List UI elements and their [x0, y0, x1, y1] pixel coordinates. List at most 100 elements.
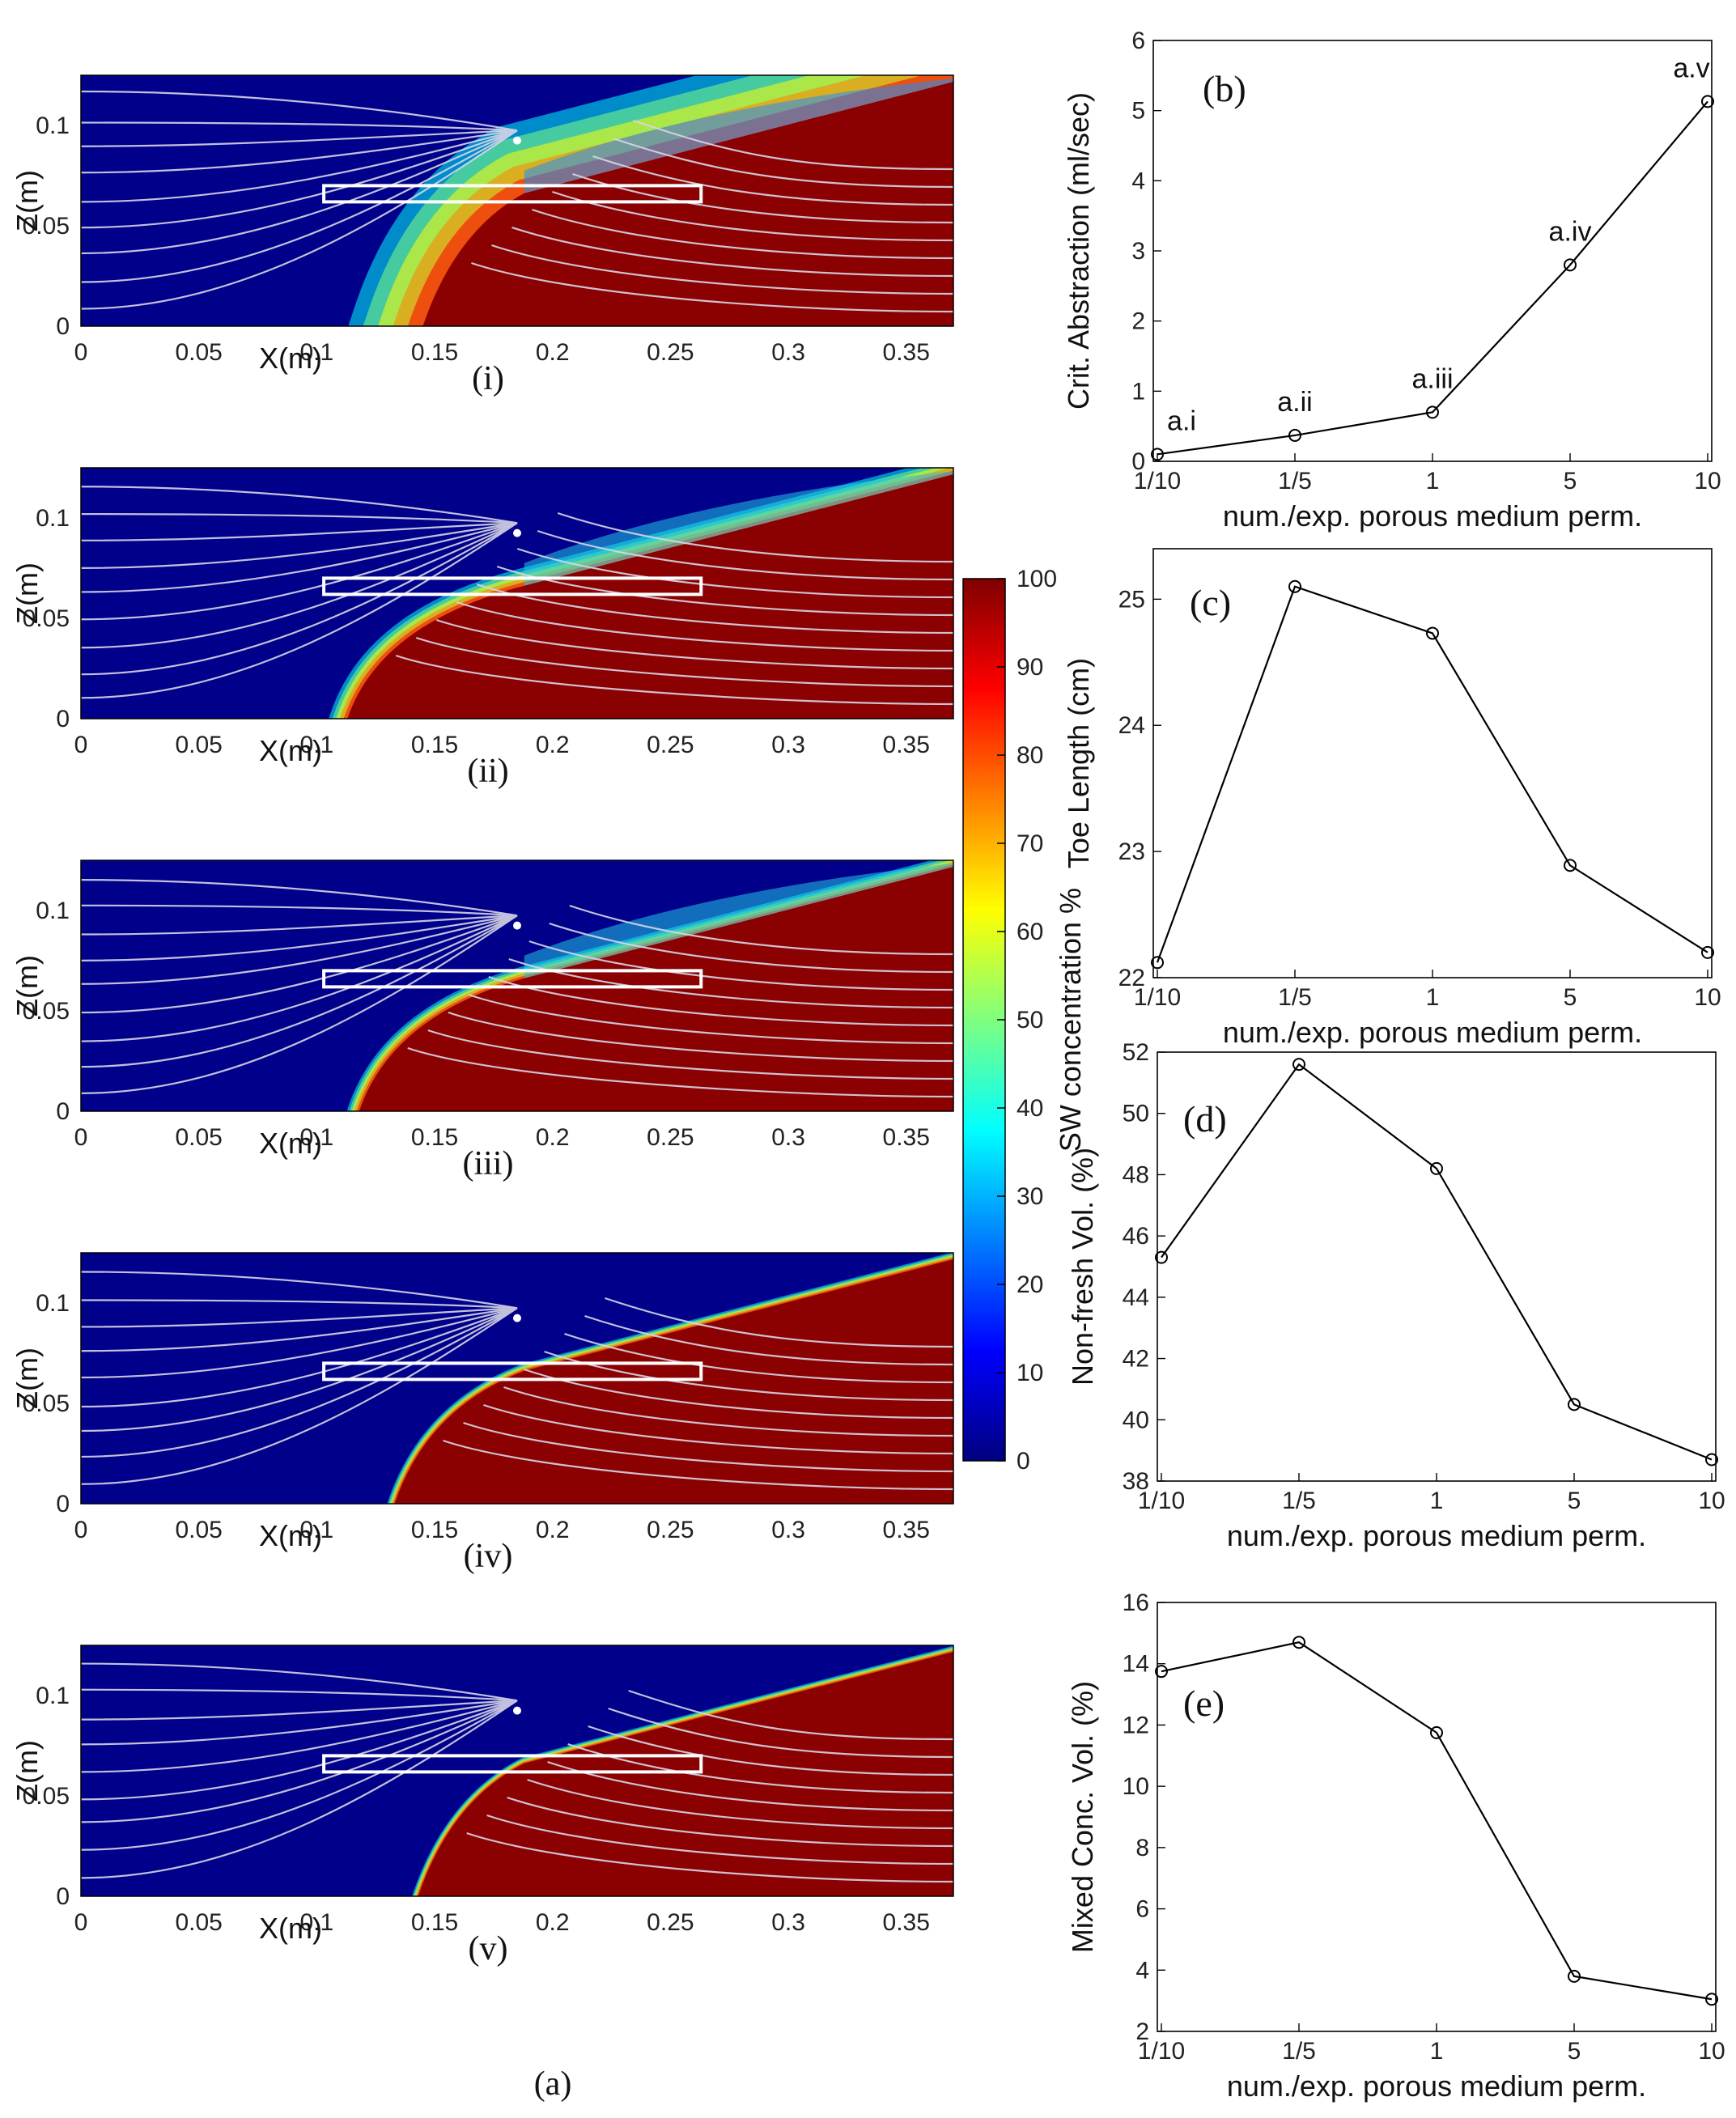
y-tick-label: 42	[1123, 1346, 1149, 1373]
y-tick-label: 4	[1135, 1957, 1149, 1984]
panel-1: 0 0.05 0.1 0.15 0.2 0.25 0.3 0.35 X(m) 0 0.05 0.1 Z(…	[11, 74, 954, 397]
streamline	[471, 261, 953, 313]
colorbar-tick-label: 80	[1017, 742, 1043, 769]
series-line	[1161, 1063, 1713, 1461]
y-tick-label: 23	[1118, 838, 1145, 865]
x-tick-label: 0.1	[299, 1124, 333, 1151]
y-tick-label: 0.05	[23, 998, 70, 1025]
x-tick-label: 0.2	[536, 1517, 570, 1543]
streamline	[569, 904, 953, 956]
data-point	[1705, 1993, 1718, 2006]
x-tick-label: 0.3	[771, 1909, 805, 1936]
y-tick-label: 0.05	[23, 1783, 70, 1810]
streamline	[516, 547, 953, 599]
x-tick-label: 0.15	[411, 1909, 458, 1936]
data-point	[1568, 1398, 1581, 1411]
y-tick-label: 0.1	[36, 1290, 70, 1317]
x-tick-label: 1	[1426, 984, 1440, 1011]
streamline	[592, 155, 953, 206]
streamline	[476, 583, 953, 635]
y-tick-label: 24	[1118, 712, 1145, 739]
data-point	[1155, 1665, 1168, 1679]
x-tick-label: 0.25	[647, 1909, 694, 1936]
streamline	[486, 1814, 953, 1865]
streamline	[81, 1700, 518, 1879]
data-point	[1701, 95, 1714, 108]
figure-caption: (a)	[534, 2065, 572, 2103]
x-axis-label: X(m)	[259, 1912, 322, 1945]
x-tick-label: 5	[1564, 468, 1577, 494]
chart-d: 38 40 42 44 46 48 50 52 1/10 1/5 1 5 10 num./exp. por…	[1066, 1039, 1725, 1552]
x-tick-label: 0.05	[175, 1124, 222, 1151]
colorbar-tick-label: 90	[1017, 654, 1043, 681]
y-tick-label: 6	[1135, 1896, 1149, 1923]
y-tick-label: 0.1	[36, 505, 70, 532]
data-point	[1155, 1250, 1168, 1264]
data-point	[1426, 405, 1439, 419]
streamline	[81, 90, 518, 132]
x-axis-label: num./exp. porous medium perm.	[1223, 499, 1642, 533]
y-axis-label: Toe Length (cm)	[1062, 658, 1095, 868]
colorbar-tick-label: 20	[1017, 1271, 1043, 1298]
x-tick-label: 0.05	[175, 1909, 222, 1936]
streamline	[463, 1421, 953, 1473]
streamline	[448, 1011, 953, 1063]
y-tick-label: 0	[56, 1098, 70, 1125]
streamline	[613, 137, 953, 189]
streamline	[81, 915, 518, 1014]
streamline	[81, 486, 518, 524]
data-point	[1705, 1453, 1718, 1466]
x-tick-label: 1	[1426, 468, 1440, 494]
streamline	[491, 244, 953, 295]
streamline	[81, 522, 518, 699]
panel-label: (b)	[1203, 68, 1246, 109]
y-axis-label: Non-fresh Vol. (%)	[1066, 1148, 1099, 1386]
data-point	[1568, 1969, 1581, 1983]
x-tick-label: 0.15	[411, 1517, 458, 1543]
colorbar-tick-label: 100	[1017, 566, 1057, 592]
streamline	[507, 1796, 953, 1848]
x-tick-label: 0.1	[299, 1517, 333, 1543]
y-tick-label: 52	[1123, 1039, 1149, 1066]
y-tick-label: 44	[1123, 1284, 1149, 1311]
series-line	[1157, 100, 1708, 456]
streamline	[549, 922, 953, 974]
streamline	[81, 915, 518, 961]
streamline	[81, 1307, 518, 1485]
y-tick-label: 16	[1123, 1590, 1149, 1616]
streamline	[407, 1046, 953, 1098]
streamline	[81, 1700, 518, 1746]
x-tick-label: 0.25	[647, 339, 694, 366]
colorbar-tick-label: 30	[1017, 1183, 1043, 1210]
streamline	[435, 618, 953, 670]
y-tick-label: 0.1	[36, 1683, 70, 1709]
y-tick-label: 8	[1135, 1835, 1149, 1861]
x-tick-label: 0	[74, 339, 88, 366]
x-tick-label: 0.25	[647, 732, 694, 758]
streamline	[81, 129, 518, 255]
data-point	[1564, 859, 1577, 872]
x-tick-label: 1/5	[1282, 2038, 1316, 2065]
y-tick-label: 48	[1123, 1161, 1149, 1188]
streamline	[503, 1386, 953, 1437]
y-tick-label: 12	[1123, 1712, 1149, 1738]
series-line	[1161, 1641, 1713, 2001]
y-tick-label: 4	[1131, 168, 1145, 194]
y-tick-label: 0.1	[36, 112, 70, 139]
colorbar-tick-label: 10	[1017, 1360, 1043, 1386]
plot-frame	[1152, 548, 1713, 978]
y-tick-label: 0	[56, 1491, 70, 1517]
panel-frame	[80, 860, 954, 1112]
x-tick-label: 0.35	[883, 1909, 930, 1936]
x-tick-label: 0.35	[883, 1517, 930, 1543]
data-point	[1151, 956, 1164, 970]
streamline	[456, 601, 953, 652]
panel-frame	[80, 74, 954, 327]
streamline	[537, 529, 953, 581]
streamline	[81, 1700, 518, 1721]
streamline	[81, 1307, 518, 1433]
y-tick-label: 5	[1131, 98, 1145, 125]
x-axis-label: X(m)	[259, 734, 322, 767]
streamline	[552, 190, 953, 242]
